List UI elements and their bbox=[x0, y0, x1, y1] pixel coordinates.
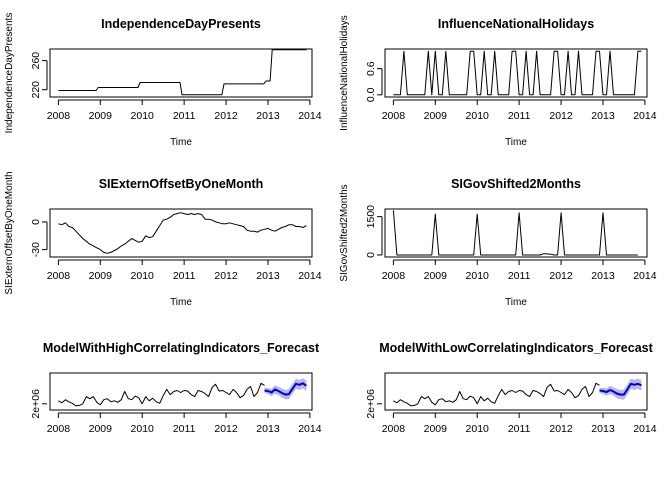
series-line bbox=[58, 382, 265, 407]
plot-frame bbox=[384, 48, 648, 98]
x-tick-label: 2008 bbox=[47, 270, 71, 282]
series-line bbox=[58, 212, 307, 254]
x-tick-label: 2011 bbox=[508, 270, 531, 282]
x-tick-label: 2009 bbox=[424, 270, 448, 282]
plot-frame bbox=[49, 372, 313, 411]
y-tick-label: 0 bbox=[365, 252, 377, 258]
y-tick-label: 2e+06 bbox=[30, 389, 42, 419]
x-tick-label: 2010 bbox=[131, 270, 155, 282]
x-tick-label: 2012 bbox=[549, 270, 573, 282]
plot-frame bbox=[384, 208, 648, 258]
x-tick-label: 2012 bbox=[214, 270, 238, 282]
x-tick-label: 2011 bbox=[173, 110, 196, 122]
plot-frame bbox=[384, 372, 648, 411]
chart-panel: SIExternOffsetByOneMonth 2008 2009 2010 2011… bbox=[4, 171, 322, 308]
x-tick-label: 2013 bbox=[256, 110, 280, 122]
x-tick-label: 2012 bbox=[214, 423, 238, 435]
x-tick-label: 2013 bbox=[591, 423, 615, 435]
x-tick-label: 2009 bbox=[89, 270, 113, 282]
x-tick-label: 2013 bbox=[256, 270, 280, 282]
forecast-line bbox=[264, 382, 307, 396]
series-line bbox=[393, 50, 642, 96]
plot-frame bbox=[49, 48, 313, 98]
y-tick-label: 220 bbox=[30, 81, 42, 99]
x-tick-label: 2009 bbox=[89, 423, 113, 435]
chart-title: IndependenceDayPresents bbox=[101, 17, 261, 31]
chart-panel: IndependenceDayPresents 2008 2009 2010 2011 2… bbox=[4, 13, 322, 148]
x-tick-label: 2008 bbox=[382, 423, 406, 435]
x-tick-label: 2014 bbox=[298, 270, 322, 282]
x-tick-label: 2010 bbox=[131, 423, 155, 435]
x-axis-label: Time bbox=[170, 137, 192, 148]
x-tick-label: 2014 bbox=[298, 110, 322, 122]
series-line bbox=[58, 49, 307, 96]
x-tick-label: 2011 bbox=[173, 270, 196, 282]
x-tick-label: 2009 bbox=[424, 110, 448, 122]
y-tick-label: 260 bbox=[30, 52, 42, 70]
series-line bbox=[393, 382, 600, 407]
y-tick-label: 0.6 bbox=[365, 61, 377, 76]
x-tick-label: 2008 bbox=[47, 110, 71, 122]
x-tick-label: 2010 bbox=[466, 110, 490, 122]
x-tick-label: 2014 bbox=[633, 270, 657, 282]
chart-panel: ModelWithLowCorrelatingIndicators_Foreca… bbox=[365, 341, 657, 435]
chart-panel: InfluenceNationalHolidays 2008 2009 2010 201… bbox=[339, 15, 657, 148]
y-tick-label: 0 bbox=[30, 219, 42, 225]
x-tick-label: 2013 bbox=[591, 110, 615, 122]
y-axis-label: IndependenceDayPresents bbox=[4, 13, 15, 134]
x-tick-label: 2008 bbox=[382, 110, 406, 122]
x-tick-label: 2011 bbox=[508, 423, 531, 435]
x-axis-label: Time bbox=[505, 297, 527, 308]
x-tick-label: 2010 bbox=[466, 270, 490, 282]
y-tick-label: 2e+06 bbox=[365, 389, 377, 419]
chart-panel: ModelWithHighCorrelatingIndicators_Forec… bbox=[30, 341, 322, 435]
chart-title: ModelWithHighCorrelatingIndicators_Forec… bbox=[43, 341, 320, 355]
x-tick-label: 2014 bbox=[633, 110, 657, 122]
series-line bbox=[392, 210, 638, 256]
x-axis-label: Time bbox=[505, 137, 527, 148]
x-tick-label: 2010 bbox=[131, 110, 155, 122]
plot-frame bbox=[49, 208, 313, 258]
y-axis-label: InfluenceNationalHolidays bbox=[339, 15, 350, 131]
y-axis-label: SIGovShifted2Months bbox=[339, 184, 350, 281]
x-tick-label: 2009 bbox=[89, 110, 113, 122]
x-tick-label: 2009 bbox=[424, 423, 448, 435]
y-tick-label: -30 bbox=[30, 242, 42, 257]
forecast-line bbox=[599, 382, 642, 396]
x-axis-label: Time bbox=[170, 297, 192, 308]
y-tick-label: 1500 bbox=[365, 205, 377, 229]
y-axis-label: SIExternOffsetByOneMonth bbox=[4, 171, 15, 294]
chart-title: SIGovShifted2Months bbox=[451, 177, 581, 191]
chart-panel: SIGovShifted2Months 2008 2009 2010 2011 2012 2… bbox=[339, 177, 657, 308]
chart-title: SIExternOffsetByOneMonth bbox=[99, 177, 264, 191]
y-tick-label: 0.0 bbox=[365, 87, 377, 102]
x-tick-label: 2012 bbox=[549, 110, 573, 122]
chart-title: InfluenceNationalHolidays bbox=[438, 17, 594, 31]
x-tick-label: 2013 bbox=[591, 270, 615, 282]
chart-title: ModelWithLowCorrelatingIndicators_Foreca… bbox=[379, 341, 653, 355]
x-tick-label: 2014 bbox=[633, 423, 657, 435]
x-tick-label: 2011 bbox=[173, 423, 196, 435]
x-tick-label: 2010 bbox=[466, 423, 490, 435]
x-tick-label: 2011 bbox=[508, 110, 531, 122]
x-tick-label: 2008 bbox=[47, 423, 71, 435]
x-tick-label: 2013 bbox=[256, 423, 280, 435]
x-tick-label: 2008 bbox=[382, 270, 406, 282]
x-tick-label: 2014 bbox=[298, 423, 322, 435]
x-tick-label: 2012 bbox=[549, 423, 573, 435]
x-tick-label: 2012 bbox=[214, 110, 238, 122]
